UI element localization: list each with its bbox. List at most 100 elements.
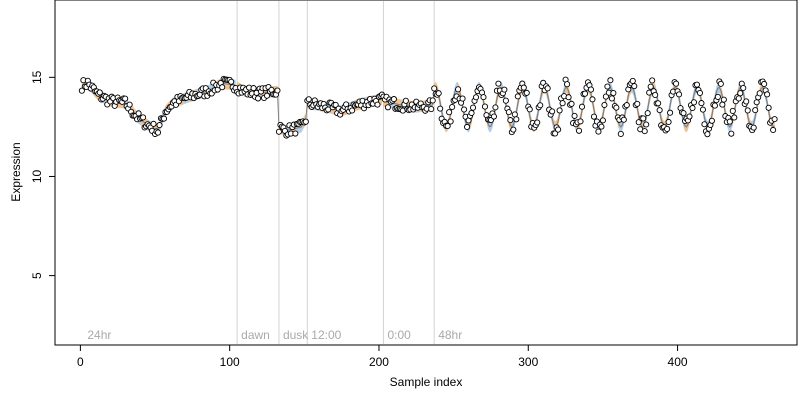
data-points	[78, 75, 778, 139]
data-point	[469, 104, 477, 111]
data-point	[649, 77, 656, 84]
data-point	[135, 110, 142, 117]
data-point	[731, 114, 738, 121]
data-point	[752, 107, 759, 114]
data-point	[598, 123, 605, 130]
data-point	[526, 106, 533, 113]
x-tick-label-300: 300	[518, 355, 538, 369]
data-point	[302, 118, 309, 125]
data-point	[275, 128, 282, 135]
data-point	[643, 121, 650, 128]
data-point	[704, 131, 711, 138]
data-point	[544, 85, 551, 92]
data-point	[349, 107, 356, 114]
data-point	[655, 100, 662, 107]
data-point	[735, 95, 742, 102]
data-point	[437, 105, 444, 112]
data-point	[559, 100, 566, 107]
data-point	[435, 90, 442, 97]
data-point	[150, 120, 157, 127]
data-point	[720, 96, 727, 103]
data-point	[756, 90, 763, 97]
data-point	[623, 102, 630, 109]
data-point	[601, 101, 608, 109]
data-point	[602, 93, 609, 100]
data-point	[461, 106, 468, 113]
data-point	[577, 118, 584, 125]
data-point	[689, 104, 696, 112]
data-point	[686, 113, 693, 120]
y-tick-label-5: 5	[30, 272, 44, 279]
data-point	[608, 95, 615, 102]
data-point	[446, 109, 453, 116]
data-point	[126, 101, 133, 108]
data-point	[740, 84, 747, 92]
data-point	[464, 123, 471, 131]
data-point	[714, 93, 721, 100]
x-axis-title: Sample index	[390, 375, 463, 389]
data-point	[613, 104, 620, 111]
x-axis: 0 100 200 300 400	[77, 345, 688, 369]
data-point	[656, 107, 663, 114]
data-point	[581, 90, 589, 97]
y-axis: 5 10 15	[30, 70, 55, 279]
x-tick-label-100: 100	[220, 355, 240, 369]
x-tick-label-0: 0	[77, 355, 84, 369]
data-point	[219, 84, 226, 91]
data-point	[429, 97, 436, 104]
data-point	[549, 108, 556, 115]
y-tick-label-10: 10	[30, 169, 44, 183]
segment-connector-2	[305, 103, 308, 120]
data-point	[743, 98, 750, 105]
data-point	[711, 102, 718, 109]
data-point	[750, 124, 757, 131]
data-point	[481, 103, 489, 110]
data-point	[513, 116, 520, 123]
data-point	[589, 96, 596, 103]
data-point	[635, 119, 642, 126]
data-point	[565, 94, 572, 101]
segment-connector-1	[276, 91, 280, 127]
data-point	[665, 118, 672, 126]
data-point	[556, 107, 563, 114]
y-tick-label-15: 15	[30, 70, 44, 84]
data-point	[511, 111, 518, 118]
data-point	[764, 91, 771, 98]
data-point	[552, 130, 559, 137]
data-point	[492, 104, 499, 111]
data-point	[305, 96, 312, 103]
data-point	[699, 106, 706, 113]
data-point	[428, 106, 435, 113]
data-point	[729, 107, 736, 114]
data-point	[726, 118, 733, 125]
data-point	[431, 85, 438, 92]
data-point	[564, 81, 571, 88]
data-point	[693, 81, 701, 88]
data-point	[664, 125, 671, 132]
data-point	[292, 130, 299, 137]
data-point	[629, 77, 636, 85]
data-point	[459, 95, 466, 102]
vertical-marker-labels: 24hr dawn dusk 12:00 0:00 48hr	[87, 328, 462, 342]
data-point	[696, 89, 704, 96]
data-point	[698, 100, 705, 107]
data-point	[468, 109, 475, 117]
data-point	[507, 117, 514, 124]
data-point	[676, 91, 683, 98]
data-point	[374, 101, 381, 108]
vertical-marker-label-1: dawn	[241, 328, 270, 342]
data-point	[631, 83, 638, 90]
data-point	[263, 92, 271, 99]
data-point	[753, 99, 760, 106]
vertical-marker-label-0: 24hr	[87, 328, 111, 342]
data-point	[690, 99, 698, 106]
data-point	[514, 93, 521, 100]
data-point	[595, 128, 602, 135]
data-point	[771, 116, 778, 123]
data-point	[555, 126, 562, 133]
data-point	[634, 100, 641, 107]
data-point	[587, 86, 595, 93]
y-axis-title: Expression	[9, 142, 23, 201]
data-point	[96, 89, 103, 96]
